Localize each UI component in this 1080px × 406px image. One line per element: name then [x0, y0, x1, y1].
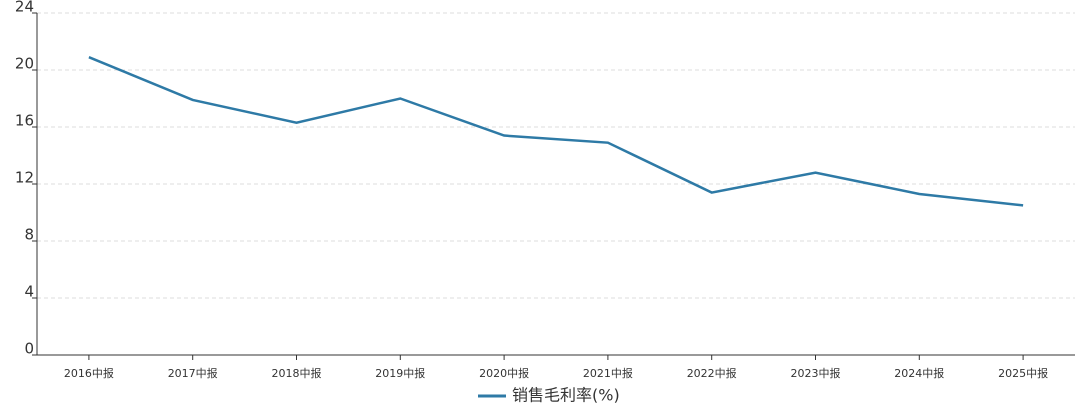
y-tick-label: 20 — [15, 55, 34, 73]
y-tick-label: 24 — [15, 0, 34, 16]
x-tick-label: 2023中报 — [791, 366, 841, 380]
x-tick-label: 2022中报 — [687, 366, 737, 380]
x-tick-label: 2018中报 — [272, 366, 322, 380]
legend-label: 销售毛利率(%) — [512, 386, 620, 405]
x-tick-label: 2024中报 — [894, 366, 944, 380]
x-tick-label: 2020中报 — [479, 366, 529, 380]
y-tick-label: 16 — [15, 112, 34, 130]
x-tick-label: 2019中报 — [375, 366, 425, 380]
x-tick-label: 2021中报 — [583, 366, 633, 380]
y-tick-label: 12 — [15, 169, 34, 187]
x-tick-label: 2016中报 — [64, 366, 114, 380]
x-tick-label: 2025中报 — [998, 366, 1048, 380]
y-tick-label: 4 — [24, 283, 34, 301]
x-tick-label: 2017中报 — [168, 366, 218, 380]
y-tick-label: 8 — [24, 226, 34, 244]
y-tick-label: 0 — [24, 340, 34, 358]
line — [88, 56, 1024, 207]
